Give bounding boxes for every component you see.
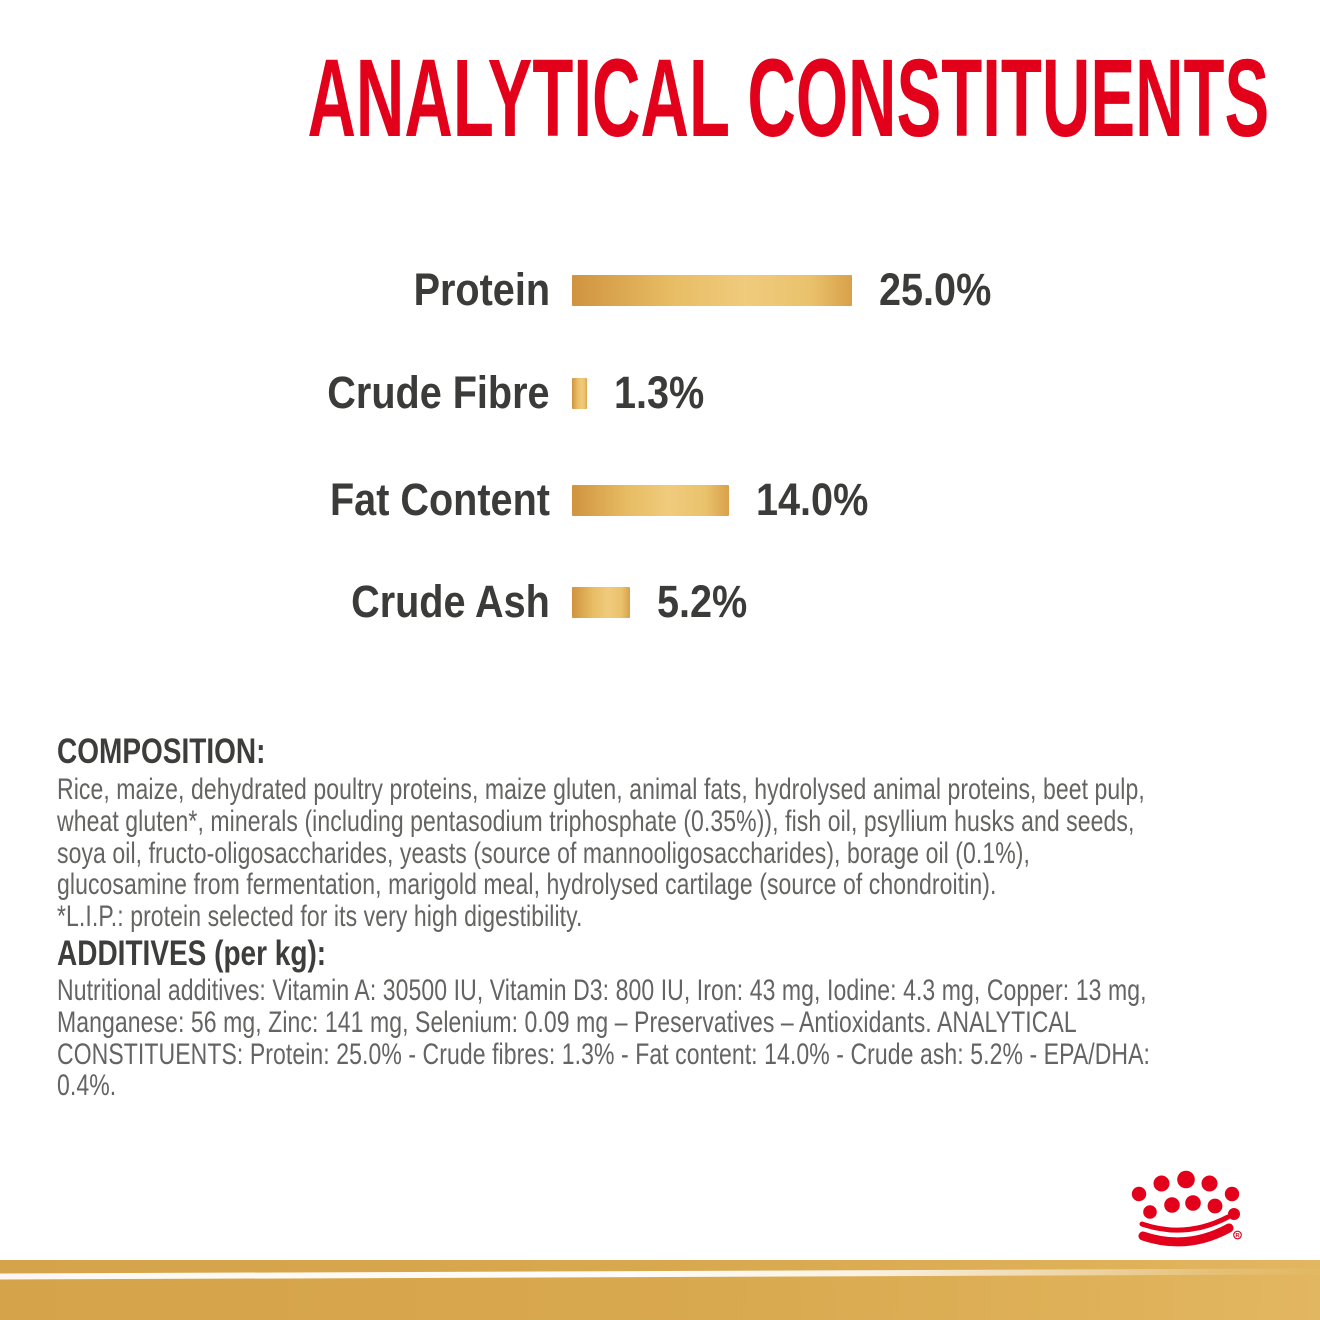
additives-line-1: Nutritional additives: Vitamin A: 30500 … [57,973,1147,1007]
bar-fat-content [572,485,729,516]
composition-line-3: soya oil, fructo-oligosaccharides, yeast… [57,836,1031,870]
bar-crude-fibre [572,378,587,409]
bar-label-crude-ash: Crude Ash [351,575,550,627]
composition-line-5: *L.I.P.: protein selected for its very h… [57,900,583,934]
bottom-gold-band [0,1260,1320,1320]
additives-heading: ADDITIVES (per kg): [57,933,327,973]
page-title-text: ANALYTICAL CONSTITUENTS [307,37,1270,160]
composition-line-4: glucosamine from fermentation, marigold … [57,868,997,902]
bar-value-crude-ash: 5.2% [657,575,748,627]
bar-protein [572,275,852,306]
chart-row-crude-fibre: Crude Fibre 1.3% [0,366,1320,417]
brush-stroke-line [0,1268,1320,1280]
additives-line-3: CONSTITUENTS: Protein: 25.0% - Crude fib… [57,1037,1151,1071]
additives-line-4: 0.4%. [57,1069,117,1103]
registered-trademark-icon: R [1233,1230,1242,1240]
composition-line-1: Rice, maize, dehydrated poultry proteins… [57,773,1145,806]
analytical-constituents-chart: Protein 25.0% Crude Fibre 1.3% Fat Conte… [0,263,1320,626]
composition-line-2: wheat gluten*, minerals (including penta… [57,804,1135,838]
royal-canin-crown-icon: R [1131,1170,1242,1247]
bar-label-crude-fibre: Crude Fibre [327,366,550,418]
composition-heading: COMPOSITION: [57,732,266,771]
additives-line-2: Manganese: 56 mg, Zinc: 141 mg, Selenium… [57,1005,1077,1039]
registered-mark-letter: R [1235,1233,1239,1239]
chart-row-crude-ash: Crude Ash 5.2% [0,575,1320,626]
chart-row-fat-content: Fat Content 14.0% [0,473,1320,524]
ingredients-text-block: COMPOSITION: Rice, maize, dehydrated pou… [57,730,1320,1102]
bar-value-protein: 25.0% [879,263,992,315]
bar-value-fat-content: 14.0% [755,473,869,525]
bar-label-protein: Protein [413,263,550,315]
bar-label-fat-content: Fat Content [330,473,550,525]
bar-crude-ash [572,587,631,618]
page-title: ANALYTICAL CONSTITUENTS [0,44,1320,154]
bar-value-crude-fibre: 1.3% [613,366,704,418]
chart-row-protein: Protein 25.0% [0,263,1320,314]
